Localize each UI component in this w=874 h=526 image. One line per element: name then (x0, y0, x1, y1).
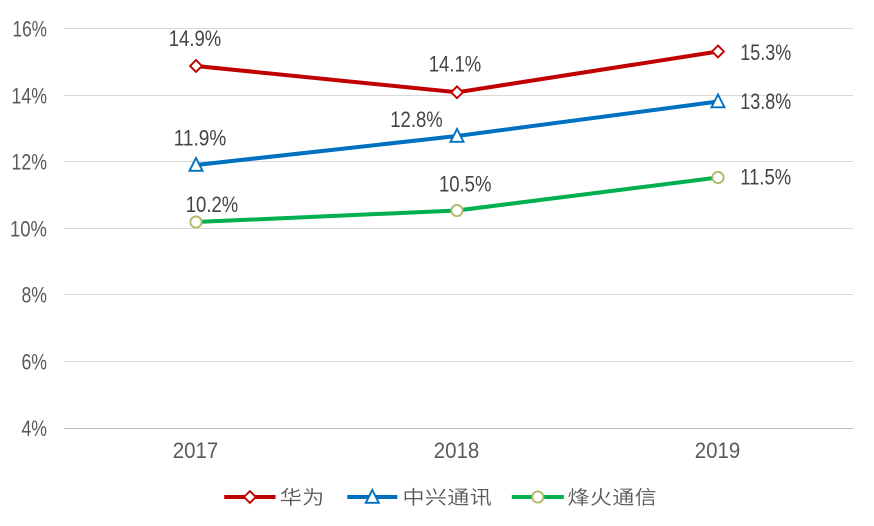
svg-text:8%: 8% (22, 282, 48, 307)
svg-text:16%: 16% (13, 16, 48, 41)
svg-text:11.9%: 11.9% (174, 126, 227, 151)
svg-text:15.3%: 15.3% (740, 40, 791, 65)
svg-text:2018: 2018 (434, 438, 480, 463)
svg-text:6%: 6% (22, 349, 48, 374)
svg-text:10.2%: 10.2% (186, 192, 239, 217)
svg-text:12%: 12% (12, 149, 48, 174)
svg-text:10%: 10% (10, 216, 47, 241)
svg-text:4%: 4% (22, 416, 48, 441)
svg-text:11.5%: 11.5% (740, 164, 791, 189)
svg-text:14.1%: 14.1% (429, 51, 482, 76)
svg-text:13.8%: 13.8% (740, 89, 791, 114)
svg-text:14%: 14% (12, 83, 48, 108)
svg-text:12.8%: 12.8% (390, 107, 443, 132)
svg-text:2019: 2019 (695, 438, 741, 463)
svg-text:14.9%: 14.9% (169, 26, 222, 51)
svg-text:2017: 2017 (173, 438, 219, 463)
svg-text:10.5%: 10.5% (439, 171, 492, 196)
